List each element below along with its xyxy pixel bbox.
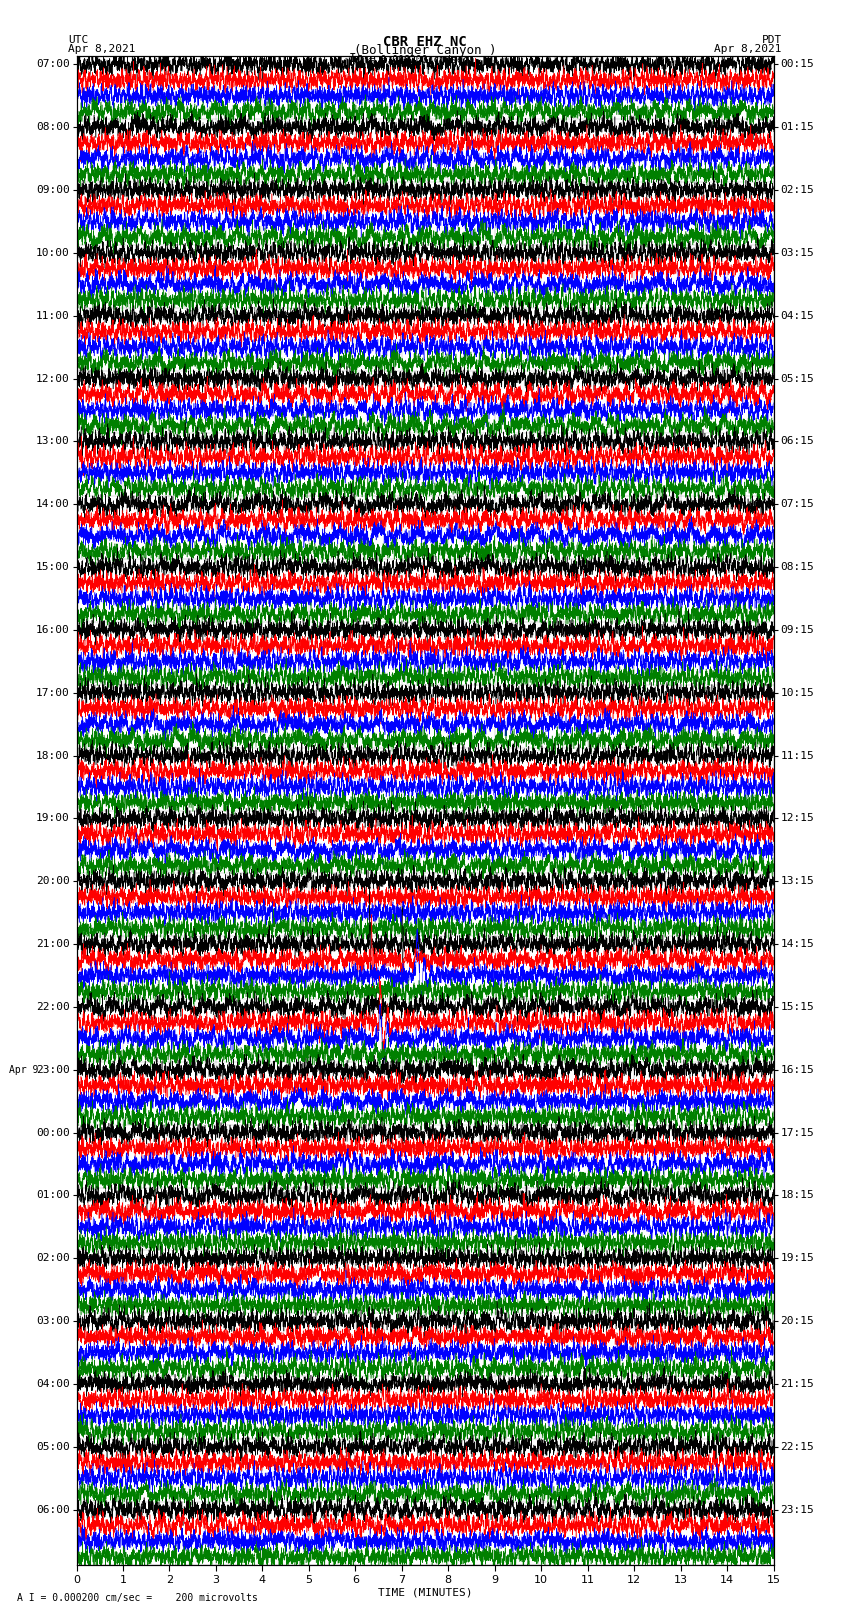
- Text: Apr 9: Apr 9: [8, 1065, 38, 1074]
- Text: Apr 8,2021: Apr 8,2021: [68, 44, 135, 53]
- Text: PDT: PDT: [762, 35, 782, 45]
- Text: I = 0.000200 cm/sec: I = 0.000200 cm/sec: [357, 55, 468, 65]
- Text: UTC: UTC: [68, 35, 88, 45]
- Text: CBR EHZ NC: CBR EHZ NC: [383, 35, 467, 50]
- X-axis label: TIME (MINUTES): TIME (MINUTES): [377, 1587, 473, 1598]
- Text: I: I: [349, 52, 356, 65]
- Text: Apr 8,2021: Apr 8,2021: [715, 44, 782, 53]
- Text: (Bollinger Canyon ): (Bollinger Canyon ): [354, 44, 496, 56]
- Text: A I = 0.000200 cm/sec =    200 microvolts: A I = 0.000200 cm/sec = 200 microvolts: [17, 1594, 258, 1603]
